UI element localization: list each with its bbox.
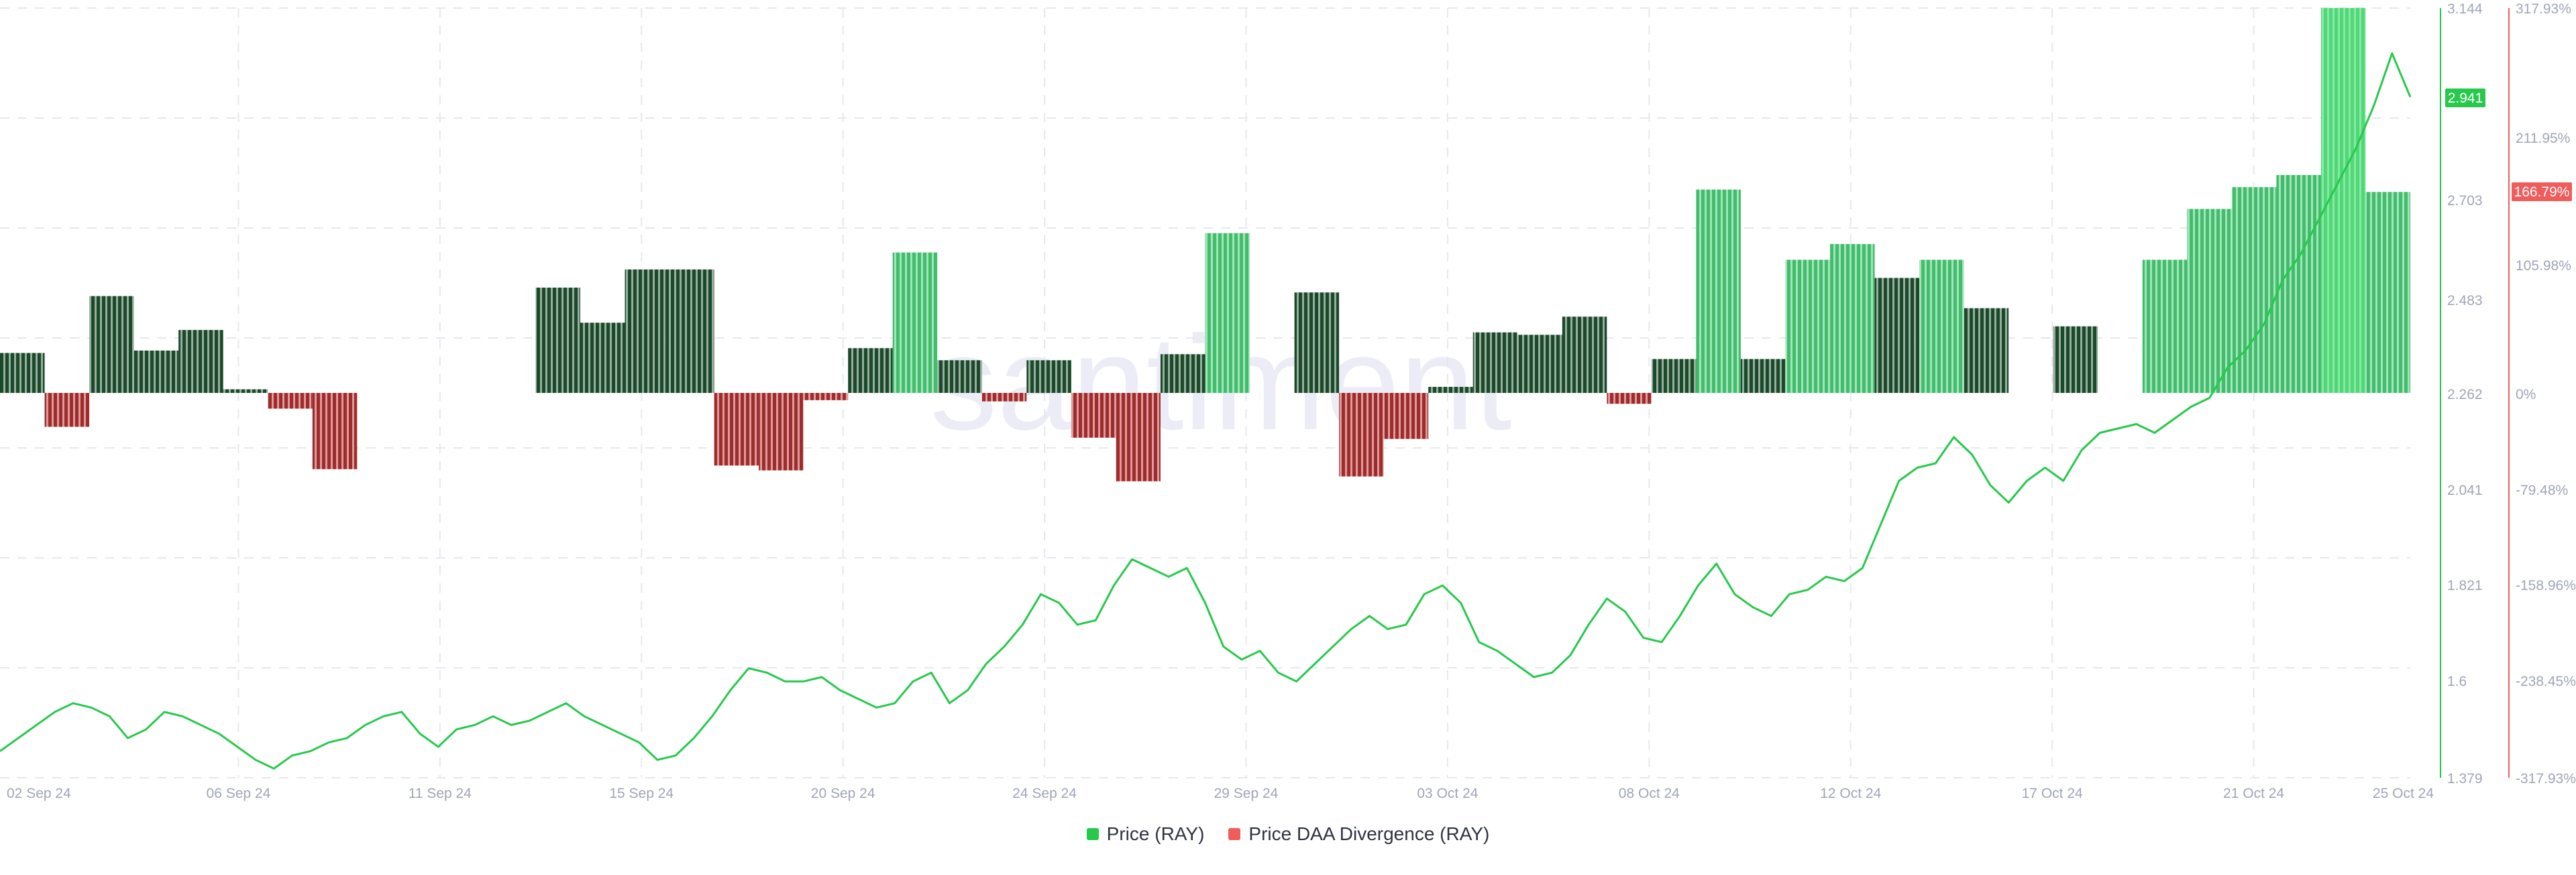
price-tick-label: 2.483	[2447, 293, 2483, 308]
divergence-bar[interactable]	[981, 393, 1027, 402]
x-tick-label: 12 Oct 24	[1820, 786, 1881, 801]
divergence-bar[interactable]	[1294, 292, 1340, 393]
divergence-bar[interactable]	[1071, 393, 1116, 438]
current-divergence-badge	[2512, 182, 2572, 201]
divergence-bar[interactable]	[1651, 359, 1697, 393]
divergence-tick-label: -317.93%	[2516, 771, 2576, 786]
x-tick-label: 06 Sep 24	[207, 786, 271, 801]
x-tick-label: 20 Sep 24	[811, 786, 875, 801]
divergence-tick-label: -238.45%	[2516, 674, 2576, 689]
divergence-bar[interactable]	[714, 393, 759, 466]
divergence-bar[interactable]	[892, 252, 938, 393]
divergence-bar[interactable]	[1785, 259, 1831, 393]
price-tick-label: 1.379	[2447, 771, 2483, 786]
divergence-bar[interactable]	[223, 389, 268, 393]
divergence-bar[interactable]	[1383, 393, 1429, 439]
price-tick-label: 2.703	[2447, 193, 2483, 209]
divergence-bar[interactable]	[1160, 354, 1205, 393]
divergence-bar[interactable]	[848, 348, 893, 393]
divergence-bar[interactable]	[1026, 360, 1071, 393]
divergence-bar[interactable]	[133, 350, 179, 393]
price-tick-label: 2.041	[2447, 483, 2483, 498]
current-price-label: 2.941	[2448, 91, 2483, 106]
divergence-bar[interactable]	[2142, 259, 2188, 393]
divergence-bar[interactable]	[2231, 187, 2277, 393]
x-tick-label: 15 Sep 24	[609, 786, 674, 801]
legend-label-divergence: Price DAA Divergence (RAY)	[1248, 823, 1490, 844]
divergence-bar[interactable]	[669, 269, 714, 393]
divergence-bar[interactable]	[0, 353, 45, 393]
x-tick-label: 21 Oct 24	[2223, 786, 2284, 801]
current-divergence-label: 166.79%	[2514, 184, 2570, 200]
divergence-bar[interactable]	[1607, 393, 1652, 404]
x-tick-label: 08 Oct 24	[1619, 786, 1680, 801]
divergence-bar[interactable]	[1964, 308, 2009, 393]
divergence-bar[interactable]	[312, 393, 358, 469]
divergence-bar[interactable]	[1874, 278, 1920, 393]
divergence-tick-label: 0%	[2516, 387, 2536, 402]
divergence-tick-label: -158.96%	[2516, 578, 2576, 593]
x-tick-label: 24 Sep 24	[1012, 786, 1077, 801]
divergence-tick-label: 317.93%	[2516, 1, 2571, 17]
divergence-bar[interactable]	[759, 393, 804, 471]
legend-swatch-divergence	[1228, 828, 1241, 840]
price-tick-label: 2.262	[2447, 387, 2483, 402]
divergence-bar[interactable]	[44, 393, 90, 427]
price-line-group	[0, 52, 2412, 770]
legend-label-price: Price (RAY)	[1106, 823, 1205, 844]
legend-item-price[interactable]: Price (RAY)	[1086, 823, 1205, 845]
divergence-bar[interactable]	[1472, 332, 1518, 393]
divergence-tick-label: 105.98%	[2516, 258, 2571, 274]
current-price-badge	[2445, 89, 2485, 107]
legend: Price (RAY) Price DAA Divergence (RAY)	[0, 823, 2576, 845]
divergence-bar[interactable]	[2053, 326, 2098, 393]
divergence-bar[interactable]	[2365, 192, 2410, 393]
legend-swatch-price	[1086, 828, 1099, 840]
x-tick-label: 29 Sep 24	[1214, 786, 1279, 801]
x-tick-label: 25 Oct 24	[2373, 786, 2434, 801]
divergence-bar[interactable]	[1428, 386, 1473, 393]
legend-item-divergence[interactable]: Price DAA Divergence (RAY)	[1228, 823, 1489, 845]
price-tick-label: 1.6	[2447, 674, 2467, 689]
divergence-bar[interactable]	[580, 323, 625, 393]
divergence-bar[interactable]	[178, 330, 223, 393]
divergence-bar[interactable]	[268, 393, 313, 409]
divergence-bar[interactable]	[1517, 335, 1562, 393]
divergence-bar[interactable]	[1830, 243, 1875, 393]
divergence-bar[interactable]	[1116, 393, 1161, 481]
divergence-bar[interactable]	[937, 360, 982, 393]
divergence-bar[interactable]	[89, 296, 134, 393]
price-line[interactable]	[0, 52, 2412, 770]
divergence-tick-label: 211.95%	[2516, 131, 2570, 146]
x-tick-label: 17 Oct 24	[2022, 786, 2083, 801]
divergence-tick-label: -79.48%	[2516, 483, 2568, 498]
x-tick-label: 11 Sep 24	[409, 786, 472, 801]
divergence-bar[interactable]	[535, 287, 580, 393]
divergence-bar[interactable]	[1696, 189, 1741, 393]
divergence-bar[interactable]	[1562, 316, 1607, 393]
axes: 02 Sep 24 06 Sep 24 11 Sep 24 15 Sep 24 20 S…	[7, 1, 2576, 801]
divergence-bar[interactable]	[2276, 175, 2321, 393]
divergence-bar[interactable]	[1740, 359, 1786, 393]
divergence-bar[interactable]	[803, 393, 849, 400]
x-tick-label: 03 Oct 24	[1417, 786, 1478, 801]
divergence-bar[interactable]	[2187, 209, 2232, 393]
divergence-bar[interactable]	[1919, 259, 1964, 393]
price-tick-label: 1.821	[2447, 578, 2483, 593]
divergence-bar[interactable]	[625, 269, 670, 393]
divergence-bars	[0, 7, 2410, 481]
divergence-bar[interactable]	[1339, 393, 1384, 477]
price-tick-label: 3.144	[2447, 1, 2483, 17]
divergence-bar[interactable]	[1205, 233, 1250, 393]
x-tick-label: 02 Sep 24	[7, 786, 71, 801]
